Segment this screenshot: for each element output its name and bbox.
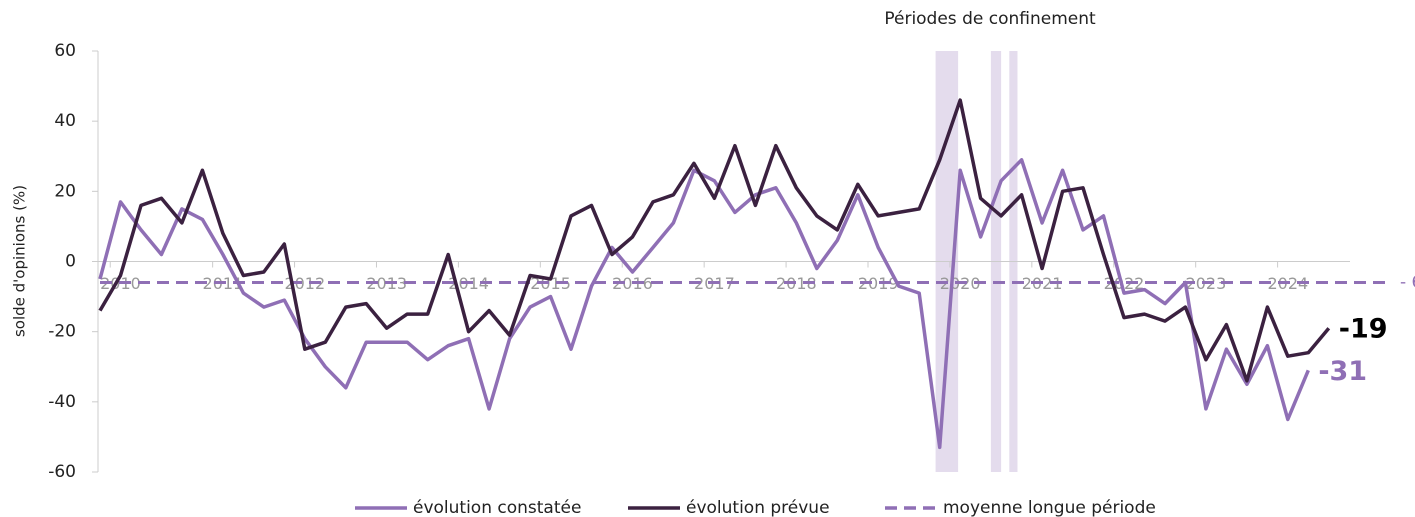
y-tick-label: -40 <box>48 392 76 412</box>
x-tick-label: 2018 <box>776 274 817 293</box>
reference-label: - 6 <box>1400 273 1415 293</box>
annotation: Périodes de confinement <box>884 9 1096 29</box>
y-axis-label: solde d'opinions (%) <box>11 185 29 337</box>
x-tick-label: 2019 <box>858 274 899 293</box>
legend-label: évolution constatée <box>413 498 581 517</box>
legend-label: évolution prévue <box>686 498 830 517</box>
y-tick-label: 20 <box>54 181 76 201</box>
y-tick-label: 40 <box>54 111 76 131</box>
y-tick-label: -20 <box>48 322 76 342</box>
y-tick-label: -60 <box>48 462 76 482</box>
line-series <box>98 158 1310 450</box>
line-series <box>98 98 1331 383</box>
legend-label: moyenne longue période <box>943 498 1156 517</box>
y-tick-label: 60 <box>54 41 76 61</box>
y-tick-label: 0 <box>65 252 76 272</box>
end-label: -19 <box>1339 314 1388 345</box>
end-label: -31 <box>1318 356 1367 387</box>
